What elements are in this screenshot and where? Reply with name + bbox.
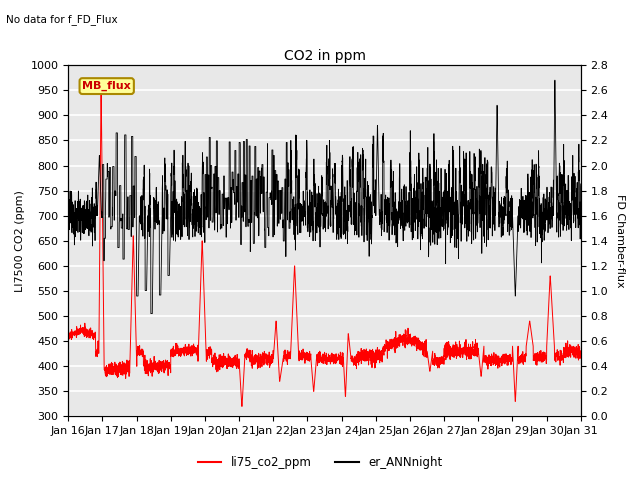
Y-axis label: LI7500 CO2 (ppm): LI7500 CO2 (ppm) (15, 190, 25, 292)
Y-axis label: FD Chamber-flux: FD Chamber-flux (615, 194, 625, 288)
Text: MB_flux: MB_flux (83, 81, 131, 91)
Title: CO2 in ppm: CO2 in ppm (284, 48, 365, 62)
Legend: li75_co2_ppm, er_ANNnight: li75_co2_ppm, er_ANNnight (193, 452, 447, 474)
Text: No data for f_FD_Flux: No data for f_FD_Flux (6, 14, 118, 25)
